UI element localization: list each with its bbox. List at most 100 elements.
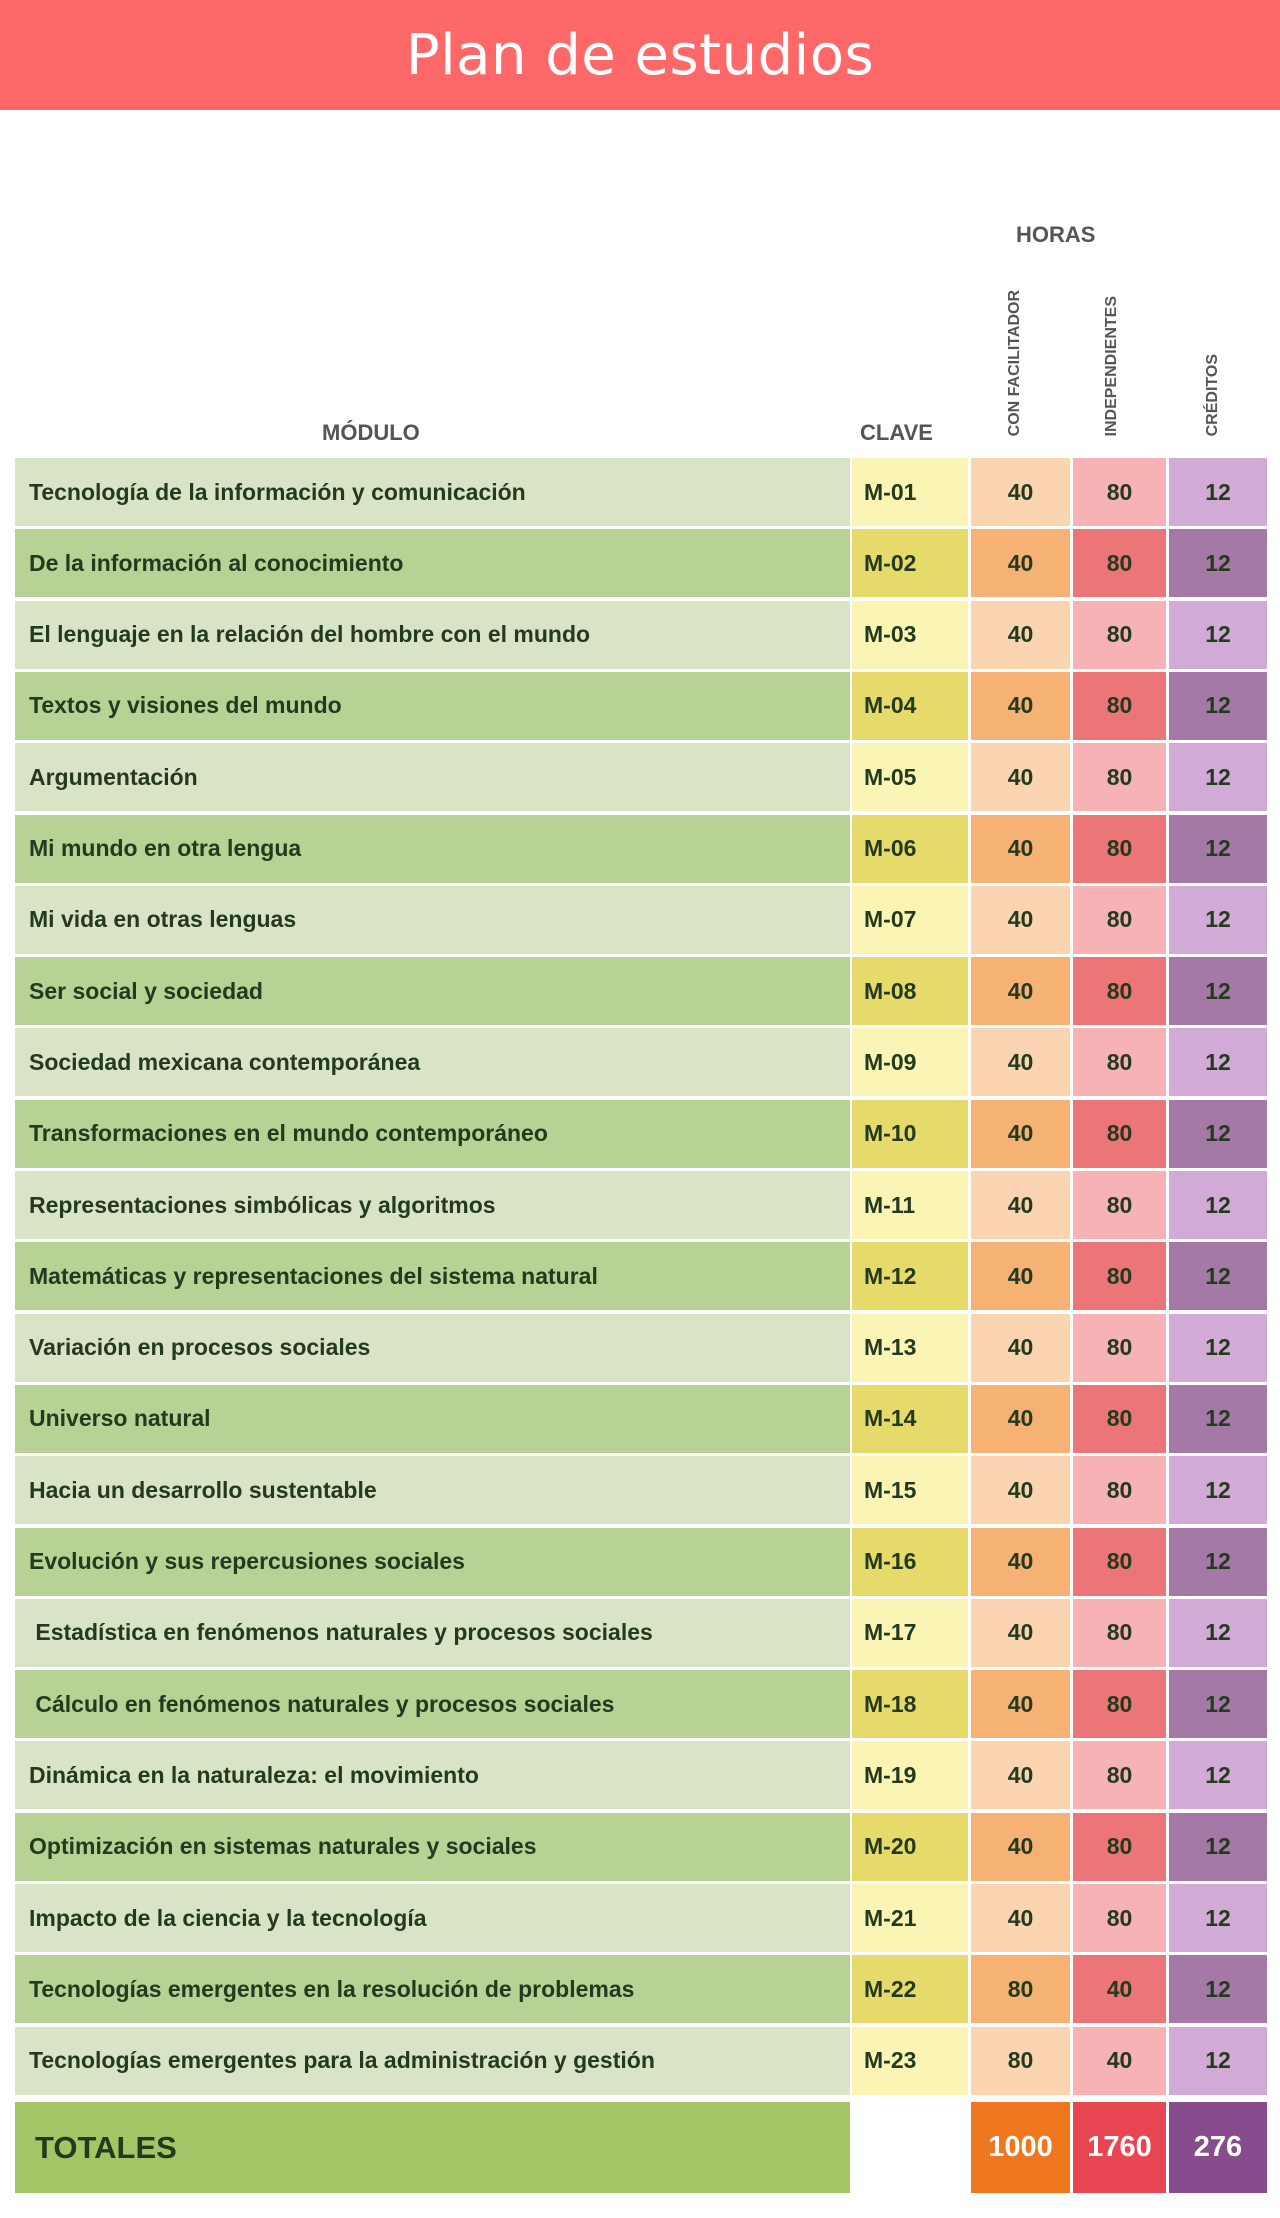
table-row: Evolución y sus repercusiones sociales M-… [0,1527,1280,1596]
hours-independent: 80 [1073,1242,1166,1311]
module-name: Sociedad mexicana contemporánea [15,1028,850,1097]
credits: 12 [1169,957,1267,1026]
hours-facilitator: 40 [971,1527,1070,1596]
table-row: Tecnología de la información y comunicac… [0,458,1280,526]
module-code: M-05 [852,743,968,812]
table-row: Transformaciones en el mundo contemporán… [0,1099,1280,1168]
table-row: Hacia un desarrollo sustentable M-15 40 80 1… [0,1456,1280,1525]
module-code: M-01 [852,458,968,526]
module-code: M-14 [852,1384,968,1453]
table-row: Variación en procesos sociales M-13 40 80 12 [0,1313,1280,1382]
table-row: Dinámica en la naturaleza: el movimiento… [0,1741,1280,1810]
hours-independent: 40 [1073,2026,1166,2095]
hours-facilitator: 40 [971,957,1070,1026]
module-name: Representaciones simbólicas y algoritmos [15,1171,850,1239]
credits: 12 [1169,1527,1267,1596]
module-name: Textos y visiones del mundo [15,671,850,740]
module-code: M-11 [852,1171,968,1239]
module-code: M-23 [852,2026,968,2095]
hours-independent: 80 [1073,1171,1166,1239]
table-row: Tecnologías emergentes para la administr… [0,2026,1280,2095]
header-con-facilitador: CON FACILITADOR [1006,289,1023,436]
hours-independent: 80 [1073,1456,1166,1525]
credits: 12 [1169,1812,1267,1881]
module-code: M-18 [852,1670,968,1739]
credits: 12 [1169,1456,1267,1525]
module-name: Cálculo en fenómenos naturales y proceso… [15,1670,850,1739]
module-name: Ser social y sociedad [15,957,850,1026]
hours-independent: 80 [1073,1670,1166,1739]
table-row: Impacto de la ciencia y la tecnología M-2… [0,1884,1280,1952]
hours-independent: 80 [1073,1741,1166,1810]
table-row: Estadística en fenómenos naturales y pro… [0,1598,1280,1667]
credits: 12 [1169,458,1267,526]
header-modulo: MÓDULO [322,420,420,445]
total-creditos: 276 [1169,2102,1267,2193]
table-row: De la información al conocimiento M-02 40 8… [0,529,1280,598]
module-code: M-16 [852,1527,968,1596]
credits: 12 [1169,743,1267,812]
hours-facilitator: 40 [971,1313,1070,1382]
module-name: Impacto de la ciencia y la tecnología [15,1884,850,1952]
credits: 12 [1169,885,1267,954]
hours-independent: 40 [1073,1955,1166,2024]
title-banner: Plan de estudios [0,0,1280,110]
module-name: Argumentación [15,743,850,812]
hours-independent: 80 [1073,814,1166,883]
hours-facilitator: 80 [971,1955,1070,2024]
header-creditos: CRÉDITOS [1204,353,1221,436]
credits: 12 [1169,1670,1267,1739]
module-code: M-12 [852,1242,968,1311]
module-name: Matemáticas y representaciones del siste… [15,1242,850,1311]
module-code: M-20 [852,1812,968,1881]
table-row: Universo natural M-14 40 80 12 [0,1384,1280,1453]
header-independientes: INDEPENDIENTES [1103,295,1120,436]
hours-independent: 80 [1073,458,1166,526]
hours-facilitator: 40 [971,671,1070,740]
module-name: Mi vida en otras lenguas [15,885,850,954]
module-name: De la información al conocimiento [15,529,850,598]
hours-facilitator: 40 [971,1242,1070,1311]
hours-independent: 80 [1073,600,1166,669]
module-name: Tecnologías emergentes para la administr… [15,2026,850,2095]
hours-independent: 80 [1073,1028,1166,1097]
module-code: M-06 [852,814,968,883]
credits: 12 [1169,600,1267,669]
hours-facilitator: 40 [971,458,1070,526]
totals-row: TOTALES 1000 1760 276 [0,2102,1280,2193]
hours-facilitator: 40 [971,814,1070,883]
hours-independent: 80 [1073,529,1166,598]
credits: 12 [1169,814,1267,883]
credits: 12 [1169,2026,1267,2095]
hours-independent: 80 [1073,671,1166,740]
module-name: Tecnologías emergentes en la resolución … [15,1955,850,2024]
module-name: Estadística en fenómenos naturales y pro… [15,1598,850,1667]
hours-facilitator: 80 [971,2026,1070,2095]
credits: 12 [1169,671,1267,740]
module-name: Dinámica en la naturaleza: el movimiento [15,1741,850,1810]
module-code: M-04 [852,671,968,740]
module-name: El lenguaje en la relación del hombre co… [15,600,850,669]
hours-facilitator: 40 [971,529,1070,598]
table-row: Matemáticas y representaciones del siste… [0,1242,1280,1311]
hours-independent: 80 [1073,1812,1166,1881]
credits: 12 [1169,1242,1267,1311]
hours-facilitator: 40 [971,743,1070,812]
hours-independent: 80 [1073,1099,1166,1168]
module-code: M-22 [852,1955,968,2024]
hours-facilitator: 40 [971,1099,1070,1168]
table-row: Representaciones simbólicas y algoritmos… [0,1171,1280,1239]
table-row: Textos y visiones del mundo M-04 40 80 12 [0,671,1280,740]
credits: 12 [1169,529,1267,598]
hours-facilitator: 40 [971,1812,1070,1881]
module-code: M-09 [852,1028,968,1097]
module-name: Mi mundo en otra lengua [15,814,850,883]
credits: 12 [1169,1741,1267,1810]
hours-independent: 80 [1073,1884,1166,1952]
hours-facilitator: 40 [971,1884,1070,1952]
header-horas: HORAS [1016,222,1096,247]
module-name: Tecnología de la información y comunicac… [15,458,850,526]
hours-independent: 80 [1073,1384,1166,1453]
table-row: Tecnologías emergentes en la resolución … [0,1955,1280,2024]
table-row: Optimización en sistemas naturales y soc… [0,1812,1280,1881]
